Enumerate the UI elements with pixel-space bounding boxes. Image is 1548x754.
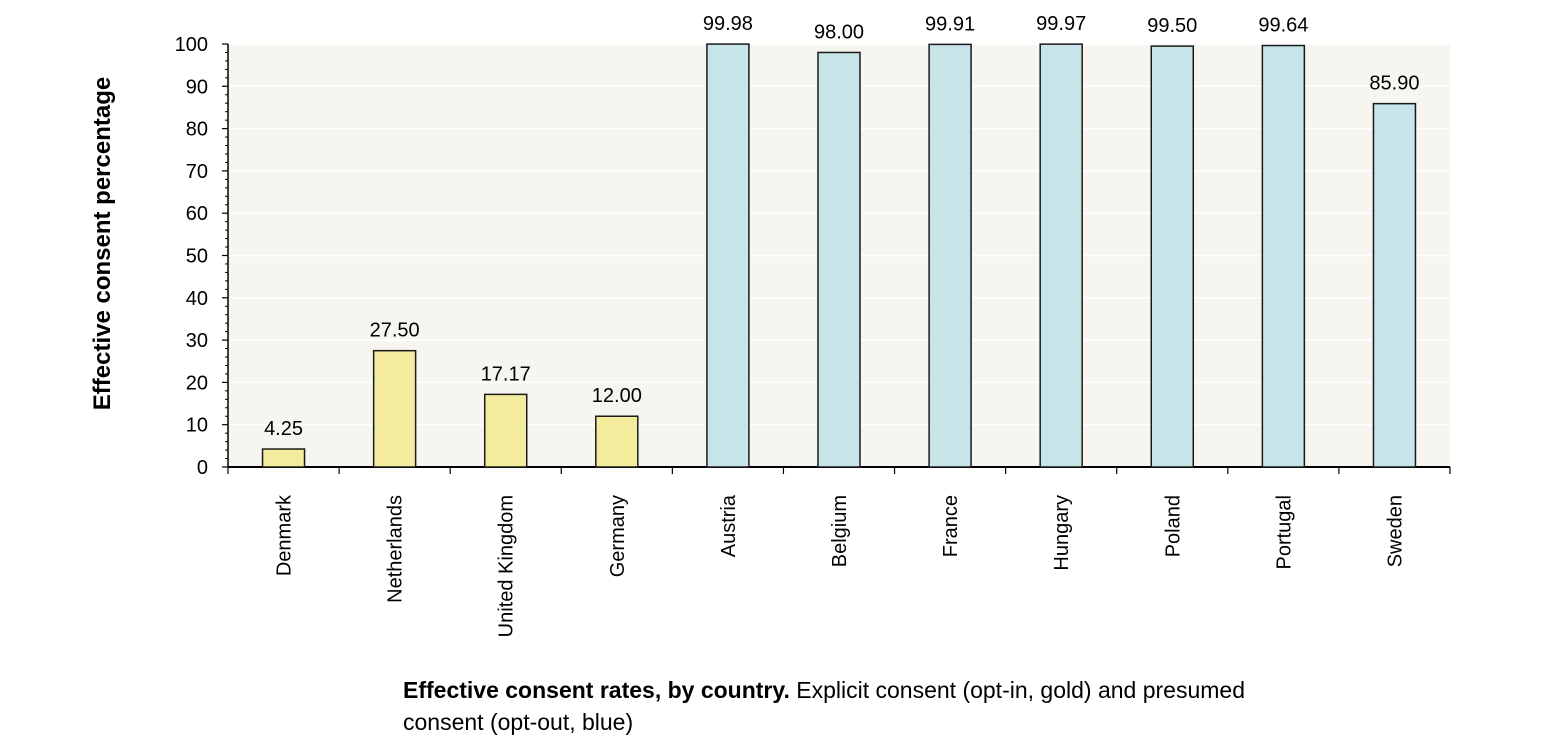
bar-united-kingdom [483,393,528,468]
value-label: 99.91 [925,13,975,35]
bar-sweden [1372,102,1417,468]
value-label: 85.90 [1369,73,1419,95]
category-label: Belgium [829,495,851,567]
category-label: France [940,495,962,557]
y-tick-label: 40 [186,288,208,310]
value-label: 4.25 [264,418,303,440]
value-label: 12.00 [592,385,642,407]
category-label: Sweden [1384,495,1406,567]
category-label: Austria [718,494,740,557]
category-label: Germany [607,495,629,577]
category-label: Netherlands [385,495,407,603]
y-tick-label: 70 [186,161,208,183]
value-label: 17.17 [481,363,531,385]
figure-caption: Effective consent rates, by country. Exp… [403,674,1303,738]
bar-denmark [261,448,306,468]
bar-chart: 0 10 20 30 40 50 60 70 80 90 100 Effective consent … [89,13,1451,637]
y-tick-label: 80 [186,119,208,141]
category-label: Denmark [274,494,296,576]
bar-hungary [1039,43,1083,468]
bar-netherlands [372,349,417,468]
category-label: United Kingdom [496,495,518,637]
y-tick-label: 20 [186,372,208,394]
y-tick-label: 50 [186,246,208,268]
bar-poland [1150,45,1195,468]
y-tick-label: 10 [186,415,208,437]
category-label: Hungary [1051,495,1073,571]
bar-austria [706,43,750,468]
y-tick-label: 0 [197,457,208,479]
value-label: 99.97 [1036,13,1086,35]
caption-text: Explicit consent (opt-in, gold) and pres… [403,677,1245,735]
category-label: Poland [1162,495,1184,557]
value-label: 99.64 [1258,15,1308,37]
caption-title: Effective consent rates, by country. [403,677,790,703]
y-tick-label: 90 [186,76,208,98]
y-tick-label: 100 [175,34,208,56]
y-axis-label: Effective consent percentage [89,77,116,410]
bar-belgium [817,51,861,468]
value-label: 27.50 [370,320,420,342]
y-tick-label: 60 [186,203,208,225]
value-label: 98.00 [814,21,864,43]
bar-france [928,43,972,468]
bar-portugal [1261,44,1306,468]
category-label: Portugal [1273,495,1295,570]
value-label: 99.98 [703,13,753,35]
bar-germany [595,415,639,468]
value-label: 99.50 [1147,15,1197,37]
y-tick-label: 30 [186,330,208,352]
